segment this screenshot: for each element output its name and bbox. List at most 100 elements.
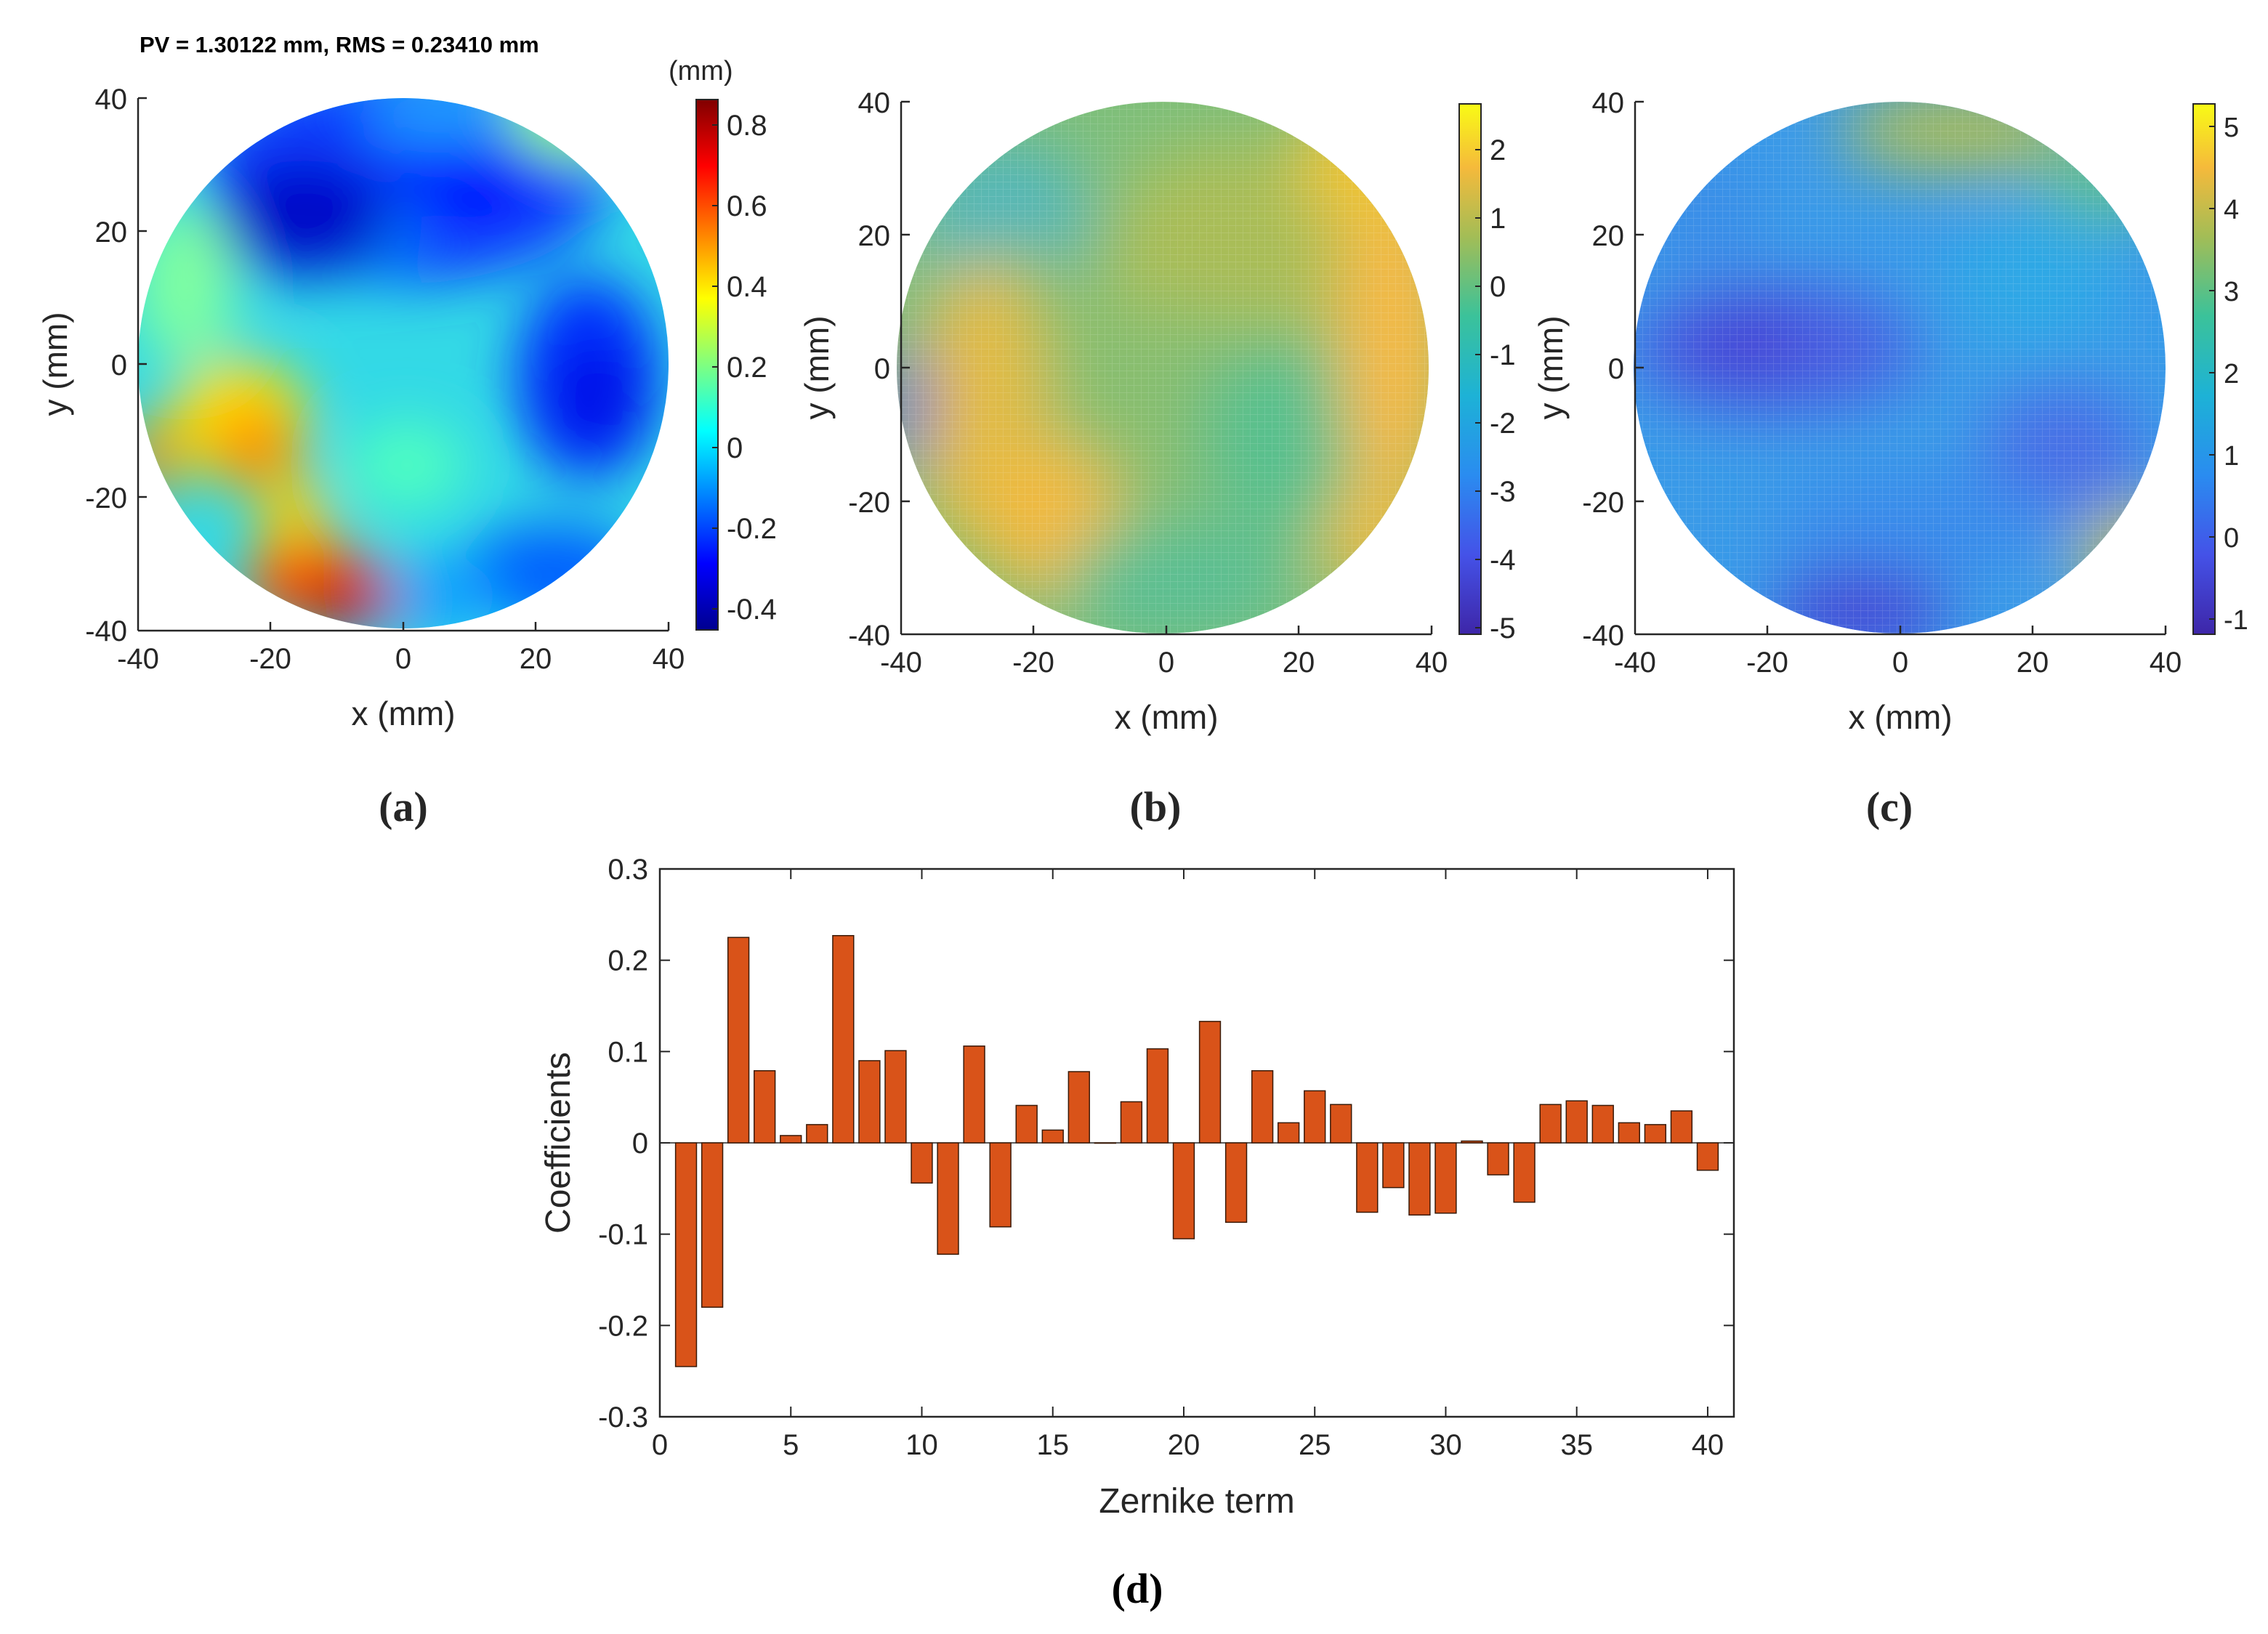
bar-term-7 xyxy=(832,934,855,1144)
panel-a-ytick: 20 xyxy=(95,217,128,248)
panel-a-xtick: -40 xyxy=(117,643,159,675)
y-tick-label: 0.3 xyxy=(608,854,648,886)
bar-term-30 xyxy=(1434,1142,1457,1214)
panel-a-cbar-tick: 0.4 xyxy=(727,271,767,303)
x-tick-label: 35 xyxy=(1560,1429,1593,1461)
panel-a-xtick: 20 xyxy=(520,643,552,675)
panel-a-cbar-tick: 0.6 xyxy=(727,190,767,222)
panel-a-ytick: -40 xyxy=(85,615,127,647)
chart-xlabel: Zernike term xyxy=(1099,1482,1294,1521)
panel-b-ytick: -40 xyxy=(848,620,890,652)
panel-c-xtick: 0 xyxy=(1892,647,1908,679)
panel-b-xtick: 0 xyxy=(1158,647,1174,679)
panel-c-colorbar: 5 4 3 2 1 0 -1 xyxy=(2192,103,2248,636)
bar-term-28 xyxy=(1382,1142,1405,1189)
panel-c-caption: (c) xyxy=(1866,783,1913,830)
bar-term-19 xyxy=(1146,1048,1169,1144)
panel-c-ytick: -40 xyxy=(1582,620,1624,652)
x-tick-label: 10 xyxy=(905,1429,938,1461)
panel-c-cbar-tick: 5 xyxy=(2224,113,2239,143)
panel-a-colorbar-unit: (mm) xyxy=(669,56,733,86)
panel-c-cbar-tick: 1 xyxy=(2224,441,2239,472)
panel-b-cbar-tick: -3 xyxy=(1490,476,1516,508)
panel-c-cbar-tick: -1 xyxy=(2224,605,2248,636)
panel-a-caption: (a) xyxy=(379,783,428,830)
x-ticks: 0 5 10 15 20 25 30 35 40 xyxy=(652,869,1724,1461)
bar-term-38 xyxy=(1644,1124,1667,1144)
bar-term-37 xyxy=(1618,1122,1640,1144)
bar-term-21 xyxy=(1198,1021,1222,1144)
bar-term-34 xyxy=(1539,1104,1562,1144)
panel-a-xlabel: x (mm) xyxy=(351,695,455,732)
panel-c-ytick: 0 xyxy=(1608,353,1624,385)
panel-b-surface-map xyxy=(897,102,1429,634)
y-tick-label: -0.3 xyxy=(598,1402,648,1433)
panel-a-cbar-tick: 0.8 xyxy=(727,110,767,142)
chart-ylabel: Coefficients xyxy=(539,1052,578,1234)
panel-c-cbar-tick: 2 xyxy=(2224,359,2239,389)
bar-term-12 xyxy=(963,1045,985,1144)
panel-b-ytick: -20 xyxy=(848,487,890,519)
panel-b-cbar-tick: -1 xyxy=(1490,339,1516,371)
bar-term-8 xyxy=(858,1060,881,1144)
panel-a-ytick: -20 xyxy=(85,482,127,514)
x-tick-label: 30 xyxy=(1429,1429,1462,1461)
panel-b-cbar-tick: 0 xyxy=(1490,271,1506,303)
y-tick-label: 0 xyxy=(632,1128,648,1160)
bar-term-3 xyxy=(727,937,750,1144)
panel-a-ytick: 40 xyxy=(95,84,128,116)
y-tick-label: 0.1 xyxy=(608,1036,648,1068)
bar-term-27 xyxy=(1356,1142,1379,1213)
bar-term-24 xyxy=(1278,1122,1300,1144)
bar-term-29 xyxy=(1408,1142,1431,1216)
bar-term-2 xyxy=(701,1142,724,1308)
panel-b-colorbar: 2 1 0 -1 -2 -3 -4 -5 xyxy=(1458,103,1516,644)
panel-c-surface-map xyxy=(1634,102,2166,634)
panel-c-xtick: -20 xyxy=(1746,647,1788,679)
bar-term-16 xyxy=(1068,1071,1090,1144)
bar-term-35 xyxy=(1565,1100,1588,1144)
bar-term-4 xyxy=(754,1069,776,1144)
bar-term-1 xyxy=(674,1142,698,1367)
panel-b-xtick: 20 xyxy=(1283,647,1315,679)
bar-term-17 xyxy=(1094,1142,1116,1144)
bar-term-32 xyxy=(1487,1142,1509,1176)
bar-term-15 xyxy=(1041,1129,1064,1144)
panel-b-xtick: -20 xyxy=(1012,647,1054,679)
panel-d: 0.30.20.10-0.1-0.2-0.3 0 5 10 15 20 25 30 35 40 … xyxy=(539,854,1735,1612)
bar-term-22 xyxy=(1224,1142,1248,1224)
panel-a-xtick: 0 xyxy=(395,643,411,675)
bar-term-13 xyxy=(989,1142,1012,1228)
bar-term-36 xyxy=(1591,1104,1614,1144)
panel-a-ylabel: y (mm) xyxy=(36,312,74,416)
bar-term-39 xyxy=(1670,1110,1693,1144)
bar-term-6 xyxy=(806,1124,828,1144)
bar-term-33 xyxy=(1513,1142,1535,1203)
panel-c-axes xyxy=(1634,100,2167,636)
y-tick-label: -0.2 xyxy=(598,1310,648,1342)
panel-c-cbar-tick: 4 xyxy=(2224,195,2239,225)
panel-a: PV = 1.30122 mm, RMS = 0.23410 mm xyxy=(36,32,777,830)
panel-b-caption: (b) xyxy=(1130,783,1182,830)
x-tick-label: 15 xyxy=(1036,1429,1069,1461)
panel-b-ytick: 0 xyxy=(874,353,890,385)
panel-b: 40 20 0 -20 -40 -40 -20 0 20 40 x (mm) y… xyxy=(798,87,1516,830)
panel-a-colorbar: (mm) 0.8 0.6 0.4 0.2 0 -0.2 -0.4 xyxy=(669,56,777,631)
panel-c-xlabel: x (mm) xyxy=(1848,698,1952,736)
panel-b-ytick: 40 xyxy=(858,87,891,119)
bar-term-5 xyxy=(780,1135,802,1144)
y-tick-label: -0.1 xyxy=(598,1219,648,1251)
panel-b-axes xyxy=(900,100,1433,636)
bar-term-18 xyxy=(1120,1101,1143,1144)
panel-c-xtick: 20 xyxy=(2017,647,2049,679)
bar-term-10 xyxy=(911,1142,933,1184)
panel-b-cbar-tick: -4 xyxy=(1490,544,1516,576)
panel-a-xtick: -20 xyxy=(249,643,291,675)
bar-term-26 xyxy=(1330,1104,1352,1144)
panel-b-ylabel: y (mm) xyxy=(798,315,836,419)
panel-a-ytick: 0 xyxy=(111,349,127,381)
bar-term-9 xyxy=(884,1050,907,1144)
x-tick-label: 25 xyxy=(1299,1429,1331,1461)
x-tick-label: 5 xyxy=(783,1429,799,1461)
panel-c-cbar-tick: 0 xyxy=(2224,523,2239,554)
